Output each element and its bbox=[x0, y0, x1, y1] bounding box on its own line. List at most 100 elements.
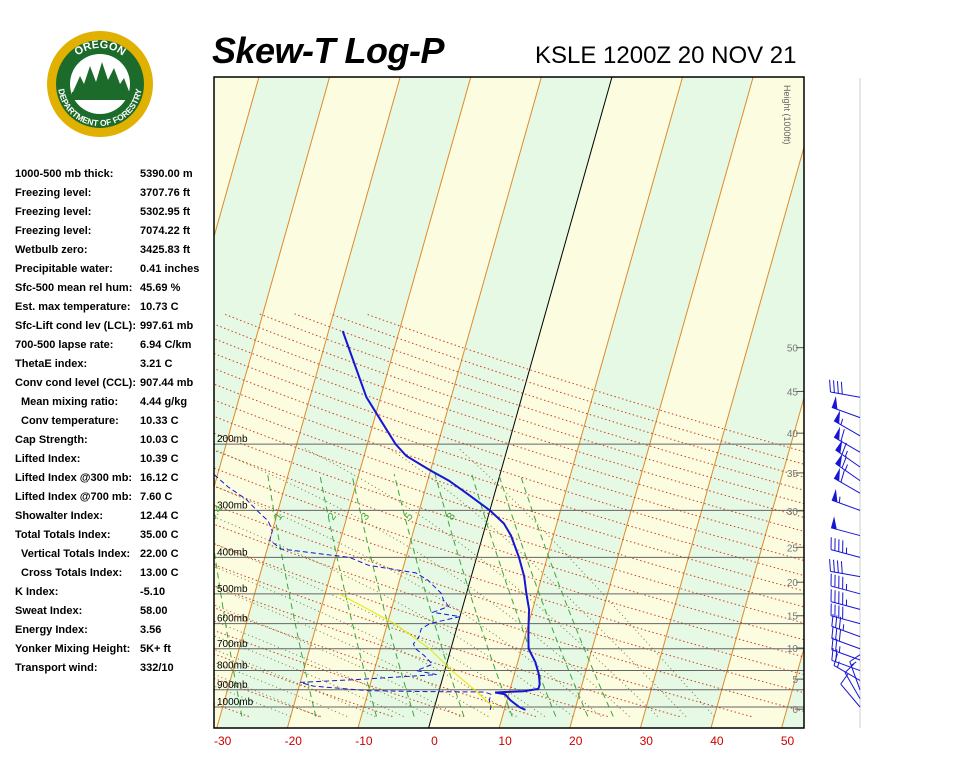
height-tick-label: 5 bbox=[792, 675, 798, 686]
wind-barb bbox=[829, 559, 861, 578]
isotherm-band bbox=[357, 77, 612, 728]
stat-row: Showalter Index: 12.44 C bbox=[15, 510, 215, 529]
mixing-ratio-label: 5 bbox=[403, 511, 416, 523]
stat-label: Sfc-Lift cond lev (LCL): bbox=[15, 320, 136, 332]
isotherm-band bbox=[216, 77, 471, 728]
stat-label: Vertical Totals Index: bbox=[21, 548, 131, 560]
mixing-ratio-line bbox=[498, 473, 589, 717]
plot-area: 1000mb 900mb 800mb 700mb 600mb 500mb 400mb 300m… bbox=[0, 72, 960, 733]
stat-label: K Index: bbox=[15, 586, 59, 598]
isotherm-line bbox=[214, 77, 331, 490]
stat-row: Wetbulb zero: 3425.83 ft bbox=[15, 244, 215, 263]
chart-subtitle: KSLE 1200Z 20 NOV 21 bbox=[535, 42, 797, 69]
stat-label: Showalter Index: bbox=[15, 510, 104, 522]
isotherm-band bbox=[0, 72, 190, 733]
stat-value: 58.00 bbox=[140, 605, 168, 617]
isotherm-line bbox=[0, 72, 49, 733]
isotherm-line bbox=[569, 77, 754, 728]
moist-adiabat bbox=[214, 685, 291, 717]
height-tick-label: 30 bbox=[787, 507, 799, 518]
dry-adiabat bbox=[0, 314, 177, 717]
stat-label: Conv cond level (CCL): bbox=[15, 377, 137, 389]
x-tick-label: -20 bbox=[285, 734, 303, 748]
isotherm-line bbox=[0, 72, 119, 733]
wind-barb bbox=[830, 589, 861, 610]
isotherm-line bbox=[851, 72, 960, 733]
series-line-2 bbox=[339, 593, 495, 711]
wind-barb bbox=[831, 626, 861, 650]
stat-value: 7.60 C bbox=[140, 491, 173, 503]
wind-barb bbox=[830, 516, 861, 537]
wind-barb bbox=[835, 453, 861, 482]
stat-label: Cross Totals Index: bbox=[21, 567, 123, 579]
stat-value: 997.61 mb bbox=[140, 320, 194, 332]
height-tick-label: 15 bbox=[787, 612, 799, 623]
mixing-ratio-label: 0.4 bbox=[207, 503, 226, 522]
isotherm-band bbox=[0, 72, 119, 733]
mixing-ratio-line bbox=[471, 473, 557, 717]
stat-label: Freezing level: bbox=[15, 225, 92, 237]
wind-barb bbox=[833, 467, 861, 494]
x-tick-label: 20 bbox=[569, 734, 583, 748]
dry-adiabat bbox=[258, 313, 804, 491]
stat-label: Freezing level: bbox=[15, 187, 92, 199]
height-tick-label: 10 bbox=[787, 644, 799, 655]
pressure-label: 900mb bbox=[217, 680, 248, 691]
stat-value: 22.00 C bbox=[140, 548, 179, 560]
stat-value: 45.69 % bbox=[140, 282, 181, 294]
stat-row: Lifted Index @300 mb: 16.12 C bbox=[15, 472, 215, 491]
isotherm-band bbox=[287, 77, 542, 728]
stat-label: Transport wind: bbox=[15, 662, 98, 674]
pressure-label: 200mb bbox=[217, 434, 248, 445]
stat-value: 3.21 C bbox=[140, 358, 173, 370]
stat-row: Cap Strength: 10.03 C bbox=[15, 434, 215, 453]
stat-label: Lifted Index: bbox=[15, 453, 81, 465]
dry-adiabat bbox=[214, 485, 804, 676]
stat-label: Conv temperature: bbox=[21, 415, 119, 427]
height-tick-label: 50 bbox=[787, 344, 799, 355]
stat-value: 3.56 bbox=[140, 624, 162, 636]
stat-value: 6.94 C/km bbox=[140, 339, 192, 351]
pressure-label: 600mb bbox=[217, 614, 248, 625]
stat-value: 10.33 C bbox=[140, 415, 179, 427]
mixing-ratio-label: 8 bbox=[445, 511, 458, 523]
stat-row: 700-500 lapse rate: 6.94 C/km bbox=[15, 339, 215, 358]
stat-row: Conv temperature: 10.33 C bbox=[15, 415, 215, 434]
x-tick-label: -30 bbox=[214, 734, 232, 748]
x-tick-label: 40 bbox=[710, 734, 724, 748]
stat-label: ThetaE index: bbox=[15, 358, 88, 370]
isotherm-line bbox=[357, 77, 542, 728]
wind-barb bbox=[830, 573, 861, 595]
mixing-ratio-label: 2 bbox=[326, 511, 339, 523]
mixing-ratio-line bbox=[393, 473, 465, 717]
zero-isotherm bbox=[428, 77, 613, 728]
stat-label: Sweat Index: bbox=[15, 605, 83, 617]
height-tick-label: 35 bbox=[787, 469, 799, 480]
x-tick-label: 50 bbox=[781, 734, 795, 748]
stat-row: Vertical Totals Index: 22.00 C bbox=[15, 548, 215, 567]
stat-label: Cap Strength: bbox=[15, 434, 88, 446]
pressure-label: 300mb bbox=[217, 500, 248, 511]
stat-label: Lifted Index @700 mb: bbox=[15, 491, 133, 503]
isotherm-band bbox=[499, 77, 754, 728]
stat-value: 10.03 C bbox=[140, 434, 179, 446]
stat-value: 7074.22 ft bbox=[140, 225, 191, 237]
stat-value: 35.00 C bbox=[140, 529, 179, 541]
stat-row: Freezing level: 3707.76 ft bbox=[15, 187, 215, 206]
height-tick-label: 0 bbox=[792, 705, 798, 716]
stat-value: 332/10 bbox=[140, 662, 174, 674]
stat-row: Freezing level: 5302.95 ft bbox=[15, 206, 215, 225]
mixing-ratio-label: 1 bbox=[272, 511, 285, 523]
isotherm-band bbox=[781, 648, 804, 728]
pressure-label: 800mb bbox=[217, 661, 248, 672]
wind-barb bbox=[833, 410, 861, 437]
x-tick-label: 10 bbox=[498, 734, 512, 748]
wind-barb bbox=[830, 603, 861, 625]
wind-barb bbox=[829, 379, 861, 398]
wind-barb bbox=[831, 488, 861, 511]
stat-value: 5302.95 ft bbox=[140, 206, 191, 218]
mixing-ratio-line bbox=[351, 473, 415, 717]
svg-text:OREGON: OREGON bbox=[72, 39, 127, 59]
isotherm-line bbox=[216, 77, 401, 728]
